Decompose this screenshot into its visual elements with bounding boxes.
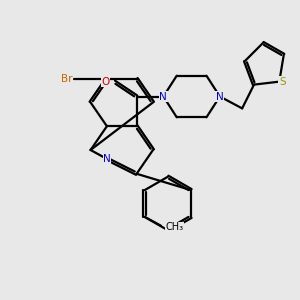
Text: CH₃: CH₃ bbox=[166, 222, 184, 232]
Text: S: S bbox=[279, 76, 286, 87]
Text: N: N bbox=[216, 92, 224, 101]
Text: Br: Br bbox=[61, 74, 73, 84]
Text: O: O bbox=[102, 76, 110, 87]
Text: N: N bbox=[103, 154, 111, 164]
Text: N: N bbox=[160, 92, 167, 101]
